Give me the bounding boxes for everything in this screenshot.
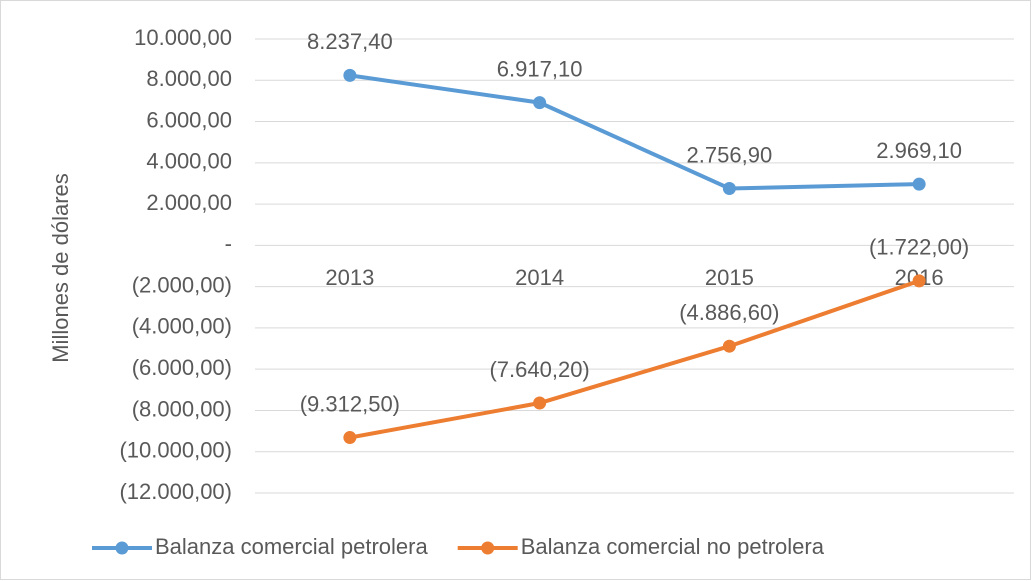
series-line (349, 279, 920, 440)
legend-label: Balanza comercial no petrolera (521, 534, 825, 559)
y-tick-label: (10.000,00) (119, 438, 232, 463)
data-label: 6.917,10 (497, 56, 583, 81)
y-tick-label: 2.000,00 (146, 190, 232, 215)
data-label: 8.237,40 (307, 29, 393, 54)
data-label: (4.886,60) (679, 300, 779, 325)
point (912, 177, 926, 191)
y-tick-label: 6.000,00 (146, 107, 232, 132)
data-label: (7.640,20) (489, 357, 589, 382)
data-label: 2.756,90 (687, 142, 773, 167)
point (533, 396, 547, 410)
legend-label: Balanza comercial petrolera (155, 534, 428, 559)
x-tick-label: 2015 (705, 265, 754, 290)
point (722, 339, 736, 353)
data-label: (1.722,00) (869, 235, 969, 260)
data-label: 2.969,10 (876, 138, 962, 163)
y-tick-label: (6.000,00) (132, 355, 232, 380)
x-tick-label: 2013 (325, 265, 374, 290)
y-tick-label: (8.000,00) (132, 396, 232, 421)
point (343, 431, 357, 445)
data-label: (9.312,50) (300, 391, 400, 416)
y-tick-label: 8.000,00 (146, 66, 232, 91)
y-tick-label: (2.000,00) (132, 272, 232, 297)
point (533, 96, 547, 110)
legend-marker (481, 541, 495, 555)
point (912, 274, 926, 288)
y-axis-title: Millones de dólares (48, 173, 73, 363)
series-line (349, 73, 920, 191)
y-tick-label: (4.000,00) (132, 314, 232, 339)
point (722, 181, 736, 195)
x-tick-label: 2014 (515, 265, 564, 290)
point (343, 68, 357, 82)
legend-marker (115, 541, 129, 555)
y-tick-label: 10.000,00 (134, 25, 232, 50)
y-tick-label: (12.000,00) (119, 479, 232, 504)
y-tick-label: 4.000,00 (146, 149, 232, 174)
y-tick-label: - (225, 231, 232, 256)
